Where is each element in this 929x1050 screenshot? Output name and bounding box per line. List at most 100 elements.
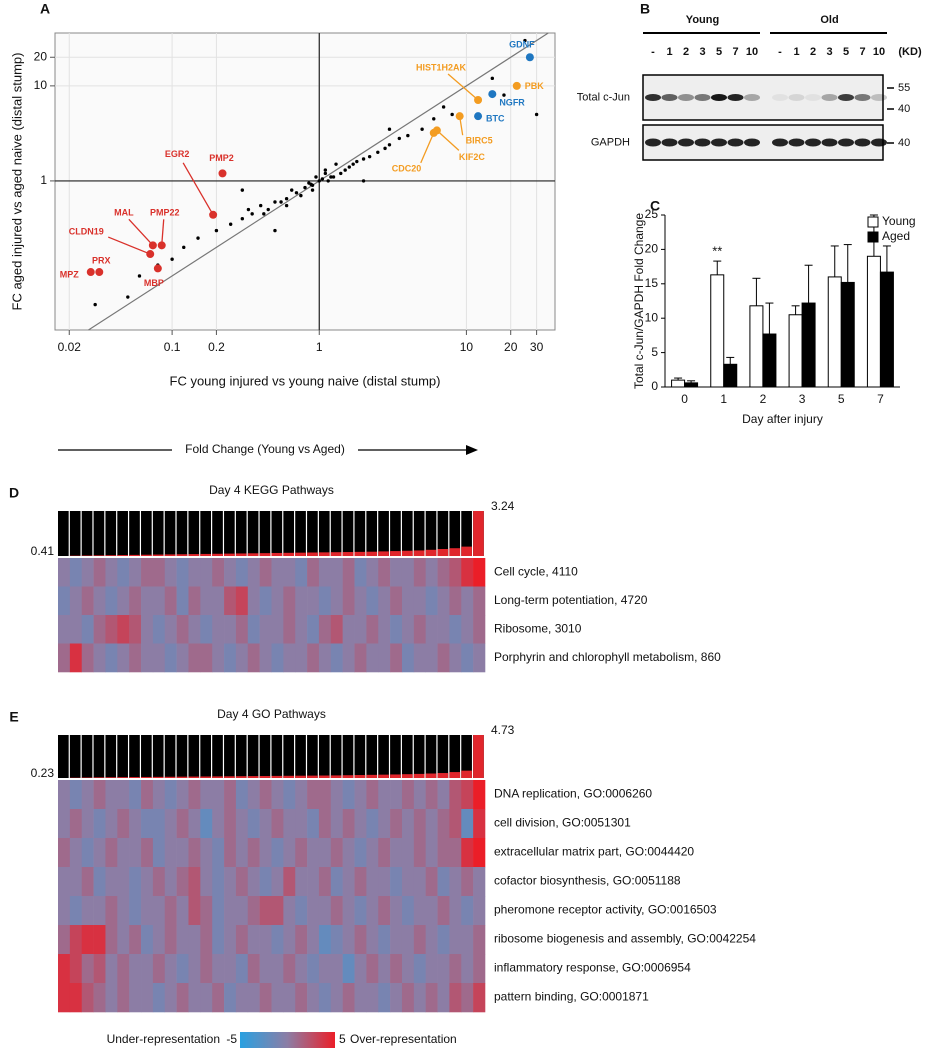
x-tick-label: 0.02 — [58, 340, 82, 354]
point-label: CLDN19 — [69, 226, 104, 236]
heatmap-cell — [330, 558, 343, 587]
heatmap-cell — [413, 925, 426, 955]
heatmap-cell — [200, 809, 213, 839]
point-label: MBP — [144, 278, 164, 288]
strip-column — [235, 735, 247, 778]
heatmap-cell — [330, 925, 343, 955]
point-label: BIRC5 — [466, 136, 493, 146]
heatmap-cell — [105, 867, 118, 897]
leader-line — [436, 129, 460, 151]
point — [309, 182, 313, 187]
heatmap-cell — [81, 586, 94, 616]
heatmap-cell — [247, 867, 260, 897]
heatmap-cell — [461, 954, 474, 984]
heatmap-cell — [69, 925, 83, 955]
colorbar-tick-label: 5 — [339, 1032, 346, 1046]
row-label: inflammatory response, GO:0006954 — [494, 961, 691, 975]
heatmap-cell — [295, 615, 308, 644]
strip-column — [200, 511, 211, 556]
heatmap-cell — [247, 558, 260, 587]
heatmap-cell — [69, 896, 83, 926]
heatmap-cell — [200, 838, 213, 868]
heatmap-cell — [307, 896, 320, 926]
heatmap-cell — [93, 983, 106, 1013]
x-tick-label: 5 — [838, 392, 845, 406]
band — [727, 94, 744, 101]
strip-column — [58, 511, 69, 556]
heatmap-cell — [425, 586, 438, 616]
heatmap-cell — [354, 983, 367, 1013]
heatmap-cell — [354, 780, 367, 810]
y-axis-title: FC aged injured vs aged naive (distal st… — [9, 53, 24, 311]
heatmap-cell — [176, 558, 189, 587]
point-label: PBK — [525, 81, 545, 91]
heatmap-cell — [93, 586, 106, 616]
band — [744, 138, 760, 147]
heatmap-cell — [129, 838, 142, 868]
bar — [762, 333, 777, 388]
strip-column — [105, 735, 117, 778]
heatmap-cell — [401, 896, 415, 926]
score-bar — [461, 770, 472, 778]
heatmap-cell — [390, 867, 403, 897]
heatmap-cell — [425, 925, 438, 955]
strip-column — [129, 735, 140, 778]
band — [772, 138, 788, 147]
band — [821, 138, 838, 147]
heatmap-cell — [105, 615, 118, 644]
heatmap-cell — [69, 586, 83, 616]
row-label: pheromone receptor activity, GO:0016503 — [494, 903, 717, 917]
heatmap-cell — [401, 558, 415, 587]
score-bar — [318, 552, 330, 556]
point — [273, 228, 277, 233]
heatmap-cell — [449, 896, 462, 926]
heatmap-cell — [200, 867, 213, 897]
heatmap-cell — [235, 925, 249, 955]
point — [259, 203, 263, 208]
leader-line — [182, 162, 214, 216]
score-bar — [141, 776, 152, 778]
strip-column — [342, 735, 354, 778]
heatmap-cell — [473, 925, 486, 955]
heatmap-cell — [283, 925, 296, 955]
heatmap-cell — [152, 867, 166, 897]
heatmap-cell — [235, 558, 249, 587]
bar — [827, 276, 842, 388]
heatmap-cell — [81, 896, 94, 926]
score-tick-label: 0.41 — [31, 544, 55, 558]
heatmap-cell — [117, 615, 130, 644]
lane-label: - — [778, 46, 782, 58]
point — [387, 143, 392, 147]
heatmap-cell — [425, 954, 438, 984]
heatmap-cell — [366, 780, 379, 810]
heatmap-cell — [164, 925, 177, 955]
row-label: Long-term potentiation, 4720 — [494, 593, 648, 607]
heatmap-cell — [259, 838, 272, 868]
point — [329, 175, 333, 179]
score-bar — [93, 555, 105, 556]
bar — [723, 363, 738, 388]
heatmap-cell — [413, 983, 426, 1013]
x-axis-title: FC young injured vs young naive (distal … — [170, 373, 441, 388]
heatmap-cell — [259, 867, 272, 897]
heatmap-cell — [342, 925, 355, 955]
heatmap-cell — [378, 809, 391, 839]
row-label: ribosome biogenesis and assembly, GO:004… — [494, 932, 756, 946]
heatmap-cell — [271, 867, 284, 897]
heatmap-cell — [271, 615, 284, 644]
heatmap-cell — [247, 896, 260, 926]
heatmap-cell — [235, 615, 249, 644]
heatmap-cell — [93, 615, 106, 644]
score-bar — [390, 774, 401, 778]
heatmap-cell — [366, 586, 379, 616]
heatmap-cell — [354, 558, 367, 587]
lane-label: 10 — [746, 46, 758, 58]
lane-label: 7 — [732, 46, 738, 58]
heatmap-cell — [247, 925, 260, 955]
bar — [866, 255, 881, 388]
heatmap-cell — [437, 586, 450, 616]
heatmap-cell — [307, 615, 320, 644]
heatmap-title: Day 4 GO Pathways — [217, 707, 326, 721]
